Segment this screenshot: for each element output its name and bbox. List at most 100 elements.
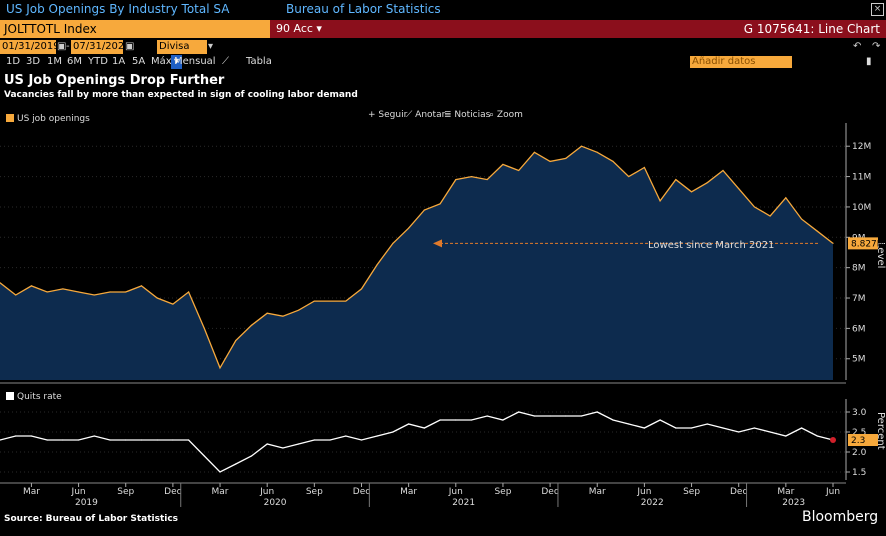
source-title: Bureau of Labor Statistics: [286, 2, 441, 16]
last-value-text: 8.827M: [851, 239, 885, 249]
period-1d[interactable]: 1D: [6, 56, 21, 67]
period-1a[interactable]: 1A: [112, 56, 126, 67]
legend-label-job-openings: US job openings: [17, 114, 90, 124]
annotate-label: Anotar: [415, 110, 445, 120]
period-1m[interactable]: 1M: [47, 56, 62, 67]
legend-swatch-job-openings: [6, 114, 14, 122]
annotate-button[interactable]: ⟋ Anotar: [406, 110, 446, 120]
zoom-label: Zoom: [497, 110, 523, 120]
title-bar: US Job Openings By Industry Total SA Bur…: [0, 0, 886, 20]
calendar-icon[interactable]: ▣: [125, 41, 135, 52]
x-tick-label: Mar: [589, 487, 606, 497]
legend-label-quits: Quits rate: [17, 392, 62, 402]
y-tick-label: 8M: [852, 264, 866, 274]
x-tick-label: Jun: [825, 487, 840, 497]
period-5a[interactable]: 5A: [132, 56, 146, 67]
y-tick-label: 11M: [852, 173, 871, 183]
frequency-select[interactable]: Mensual ▾: [171, 55, 216, 69]
acc-label: 90 Acc: [276, 22, 313, 35]
news-label: Noticias: [454, 110, 490, 120]
y-tick-label: 6M: [852, 324, 866, 334]
x-tick-label: Dec: [353, 487, 370, 497]
y-tick-label: 2.0: [852, 448, 867, 458]
y-tick-label: 1.5: [852, 468, 866, 478]
bottom-ylabel: Percent: [875, 412, 886, 450]
start-date-input[interactable]: 01/31/2019: [0, 40, 60, 54]
date-separator: -: [66, 41, 70, 52]
last-value-text: 2.3: [851, 436, 865, 446]
follow-button[interactable]: + Seguir: [368, 110, 408, 120]
ticker-field[interactable]: JOLTTOTL Index: [0, 20, 270, 38]
x-tick-label: Jun: [448, 487, 463, 497]
top-ylabel: Level: [875, 242, 886, 268]
x-tick-label: Mar: [23, 487, 40, 497]
add-data-input[interactable]: Añadir datos: [690, 56, 792, 68]
job-openings-line: [0, 145, 834, 370]
bloomberg-logo: Bloomberg: [802, 509, 879, 525]
graph-title: G 1075641: Line Chart: [743, 22, 880, 36]
end-date-input[interactable]: 07/31/2023: [71, 40, 131, 54]
follow-label: Seguir: [378, 110, 407, 120]
date-controls: 01/31/2019 ▣ - 07/31/2023 ▣ Divisa local…: [0, 40, 886, 66]
year-label: 2019: [75, 498, 98, 508]
period-6m[interactable]: 6M: [67, 56, 82, 67]
close-icon[interactable]: ×: [871, 3, 884, 16]
x-axis: Mar Jun Sep Dec Mar Jun Sep Dec Mar Jun Sep Dec Mar J…: [23, 483, 840, 508]
bottom-panel-grid: [0, 411, 846, 473]
frequency-label: Mensual: [174, 56, 216, 67]
x-tick-label: Sep: [683, 487, 700, 497]
top-y-axis: 5M6M7M8M9M10M11M12M: [845, 123, 871, 380]
legend-job-openings: US job openings: [6, 114, 90, 124]
chart-source: Source: Bureau of Labor Statistics: [4, 514, 179, 524]
x-tick-label: Dec: [164, 487, 181, 497]
y-tick-label: 5M: [852, 355, 866, 365]
x-tick-label: Sep: [494, 487, 511, 497]
top-last-value-badge: 8.827M: [848, 237, 885, 250]
y-tick-label: 7M: [852, 294, 866, 304]
y-tick-label: 3.0: [852, 408, 867, 418]
year-label: 2022: [641, 498, 664, 508]
year-label: 2023: [782, 498, 805, 508]
annotation-text: Lowest since March 2021: [648, 240, 774, 251]
y-tick-label: 10M: [852, 203, 871, 213]
year-label: 2021: [452, 498, 475, 508]
chart-toolbar: + Seguir ⟋ Anotar ≣ Noticias ⌕ Zoom: [368, 110, 523, 120]
last-value-bg: [848, 434, 878, 446]
zoom-button[interactable]: ⌕ Zoom: [489, 110, 523, 120]
annotation-arrow: Lowest since March 2021: [433, 239, 818, 251]
ticker-bar: JOLTTOTL Index 90 Acc ▾ G 1075641: Line …: [0, 20, 886, 38]
period-max[interactable]: Máx: [151, 56, 172, 67]
x-tick-label: Jun: [636, 487, 651, 497]
job-openings-area: [0, 146, 833, 380]
x-tick-label: Mar: [400, 487, 417, 497]
undo-icon[interactable]: ↶: [853, 41, 862, 52]
news-button[interactable]: ≣ Noticias: [444, 110, 491, 120]
year-label: 2020: [264, 498, 287, 508]
chart-title: US Job Openings Drop Further: [4, 73, 225, 88]
chevron-down-icon[interactable]: ▾: [208, 41, 214, 52]
x-tick-label: Jun: [259, 487, 274, 497]
annotation-arrowhead: [433, 239, 442, 248]
window-title: US Job Openings By Industry Total SA: [6, 2, 230, 16]
y-tick-label: 12M: [852, 142, 871, 152]
acc-menu[interactable]: 90 Acc ▾: [276, 22, 322, 35]
x-tick-label: Mar: [212, 487, 229, 497]
chart-subtitle: Vacancies fall by more than expected in …: [4, 90, 358, 100]
redo-icon[interactable]: ↷: [872, 41, 881, 52]
period-toolbar: 1D 3D 1M 6M YTD 1A 5A Máx Mensual ▾ ⟋ Ta…: [0, 55, 886, 69]
currency-select[interactable]: Divisa local: [157, 40, 207, 66]
line-chart-icon[interactable]: ⟋: [222, 56, 229, 67]
quits-rate-line: [0, 411, 834, 473]
calendar-icon[interactable]: ▣: [57, 41, 67, 52]
bottom-y-axis: 1.5 2.0 2.5 3.0: [845, 399, 867, 480]
x-tick-label: Sep: [117, 487, 134, 497]
period-ytd[interactable]: YTD: [88, 56, 108, 67]
period-3d[interactable]: 3D: [26, 56, 41, 67]
table-button[interactable]: Tabla: [246, 56, 272, 67]
x-tick-label: Dec: [541, 487, 558, 497]
x-tick-label: Mar: [777, 487, 794, 497]
quits-end-marker: [830, 437, 836, 443]
settings-icon[interactable]: ▮: [866, 56, 872, 67]
bottom-last-value-badge: 2.3: [830, 434, 878, 446]
